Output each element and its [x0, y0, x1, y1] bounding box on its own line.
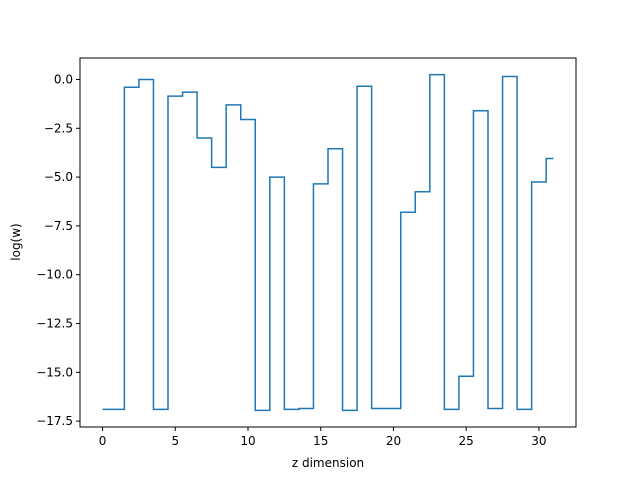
y-axis-label: log(w) [9, 223, 23, 260]
x-axis-label: z dimension [292, 456, 364, 470]
series-layer [102, 73, 554, 412]
y-tick-label: −17.5 [36, 414, 73, 428]
plot-area [80, 58, 576, 427]
series-line [102, 73, 554, 412]
y-tick-label: −2.5 [44, 121, 73, 135]
x-tick-label: 15 [313, 434, 328, 448]
x-tick-label: 10 [240, 434, 255, 448]
x-tick-label: 20 [386, 434, 401, 448]
y-tick-label: −5.0 [44, 170, 73, 184]
x-tick-label: 30 [531, 434, 546, 448]
y-tick-label: −12.5 [36, 317, 73, 331]
x-tick-label: 0 [99, 434, 107, 448]
y-tick-label: 0.0 [54, 72, 73, 86]
x-tick-label: 25 [459, 434, 474, 448]
axes-frame [79, 57, 577, 428]
x-tick-label: 5 [171, 434, 179, 448]
x-ticks: 0 5 10 15 20 25 30 [99, 427, 547, 448]
y-tick-label: −15.0 [36, 365, 73, 379]
y-tick-label: −10.0 [36, 268, 73, 282]
y-tick-label: −7.5 [44, 219, 73, 233]
y-ticks: 0.0 −2.5 −5.0 −7.5 −10.0 −12.5 −15.0 −17.5 [36, 72, 80, 428]
